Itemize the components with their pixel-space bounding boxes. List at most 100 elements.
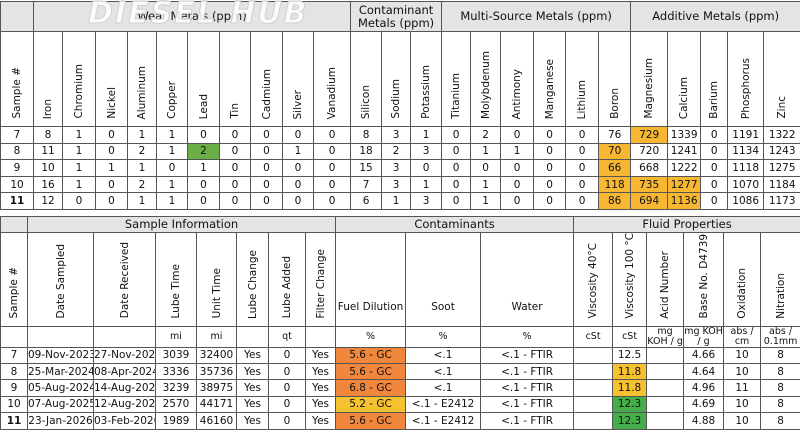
value-cell: 1 bbox=[471, 176, 501, 193]
value-cell: Yes bbox=[237, 363, 269, 379]
value-cell: Yes bbox=[237, 413, 269, 429]
value-cell: 0 bbox=[269, 413, 306, 429]
value-cell: 0 bbox=[96, 127, 128, 144]
value-cell: 8 bbox=[34, 127, 63, 144]
value-cell: 23-Jan-2026 bbox=[28, 413, 94, 429]
value-cell: Yes bbox=[237, 396, 269, 412]
value-cell: 2 bbox=[382, 143, 411, 160]
value-cell: 1339 bbox=[668, 127, 701, 144]
column-label: Sample # bbox=[8, 267, 20, 319]
value-cell: <.1 bbox=[406, 347, 481, 363]
column-header: Lube Time bbox=[156, 233, 197, 327]
value-cell: 10 bbox=[724, 363, 761, 379]
group-header bbox=[1, 2, 34, 32]
value-cell: 10 bbox=[724, 413, 761, 429]
value-cell: 0 bbox=[314, 176, 351, 193]
value-cell: 3039 bbox=[156, 347, 197, 363]
value-cell: 0 bbox=[251, 160, 283, 177]
column-label: Potassium bbox=[420, 65, 432, 119]
sample-cell: 9 bbox=[1, 380, 28, 396]
value-cell bbox=[647, 363, 684, 379]
value-cell: 0 bbox=[96, 176, 128, 193]
sample-cell: 9 bbox=[1, 160, 34, 177]
value-cell: Yes bbox=[306, 347, 336, 363]
value-cell: 0 bbox=[701, 160, 728, 177]
value-cell: 3 bbox=[382, 160, 411, 177]
sample-cell: 8 bbox=[1, 363, 28, 379]
column-header: Manganese bbox=[534, 32, 566, 127]
unit-cell: abs / 0.1mm bbox=[761, 326, 800, 347]
value-cell: 46160 bbox=[197, 413, 237, 429]
value-cell: 12-Aug-2025 bbox=[94, 396, 156, 412]
value-cell: 0 bbox=[534, 160, 566, 177]
value-cell: 0 bbox=[501, 127, 534, 144]
value-cell: 0 bbox=[534, 193, 566, 210]
value-cell bbox=[574, 363, 613, 379]
column-label: Base No. D4739 bbox=[698, 234, 710, 318]
value-cell: 720 bbox=[631, 143, 668, 160]
value-cell: 11.8 bbox=[613, 363, 647, 379]
value-cell: 27-Nov-2023 bbox=[94, 347, 156, 363]
column-header: Cadmium bbox=[251, 32, 283, 127]
value-cell: 08-Apr-2024 bbox=[94, 363, 156, 379]
column-label: Date Sampled bbox=[55, 244, 67, 318]
column-label: Viscosity 100 °C bbox=[624, 233, 636, 319]
column-label: Oxidation bbox=[736, 268, 748, 319]
column-header: Lithium bbox=[566, 32, 599, 127]
value-cell: 0 bbox=[314, 127, 351, 144]
value-cell: 2 bbox=[471, 127, 501, 144]
column-header: Aluminum bbox=[128, 32, 157, 127]
value-cell: 2 bbox=[188, 143, 220, 160]
value-cell: 0 bbox=[251, 176, 283, 193]
value-cell: 1 bbox=[501, 143, 534, 160]
value-cell: 15 bbox=[351, 160, 382, 177]
column-label: Iron bbox=[42, 99, 54, 119]
value-cell: 1118 bbox=[728, 160, 764, 177]
column-label: Silicon bbox=[360, 85, 372, 119]
value-cell: 0 bbox=[269, 380, 306, 396]
value-cell: 3 bbox=[411, 193, 442, 210]
value-cell: 0 bbox=[442, 160, 471, 177]
value-cell: 0 bbox=[566, 160, 599, 177]
group-header: Multi-Source Metals (ppm) bbox=[442, 2, 631, 32]
column-label: Lube Added bbox=[281, 256, 293, 318]
value-cell: 0 bbox=[442, 193, 471, 210]
sample-cell: 7 bbox=[1, 347, 28, 363]
column-label: Calcium bbox=[678, 77, 690, 119]
value-cell: 1243 bbox=[764, 143, 800, 160]
value-cell: 4.66 bbox=[684, 347, 724, 363]
unit-cell bbox=[237, 326, 269, 347]
value-cell: 4.96 bbox=[684, 380, 724, 396]
column-header: Tin bbox=[220, 32, 251, 127]
value-cell: 10 bbox=[724, 347, 761, 363]
value-cell: <.1 bbox=[406, 380, 481, 396]
column-label: Date Received bbox=[119, 242, 131, 318]
group-header: Contaminants bbox=[336, 217, 574, 233]
value-cell: 10 bbox=[724, 396, 761, 412]
value-cell: 0 bbox=[283, 160, 314, 177]
value-cell: 0 bbox=[157, 160, 188, 177]
value-cell: 1086 bbox=[728, 193, 764, 210]
column-header: Titanium bbox=[442, 32, 471, 127]
group-header: Sample Information bbox=[28, 217, 336, 233]
value-cell: 0 bbox=[566, 176, 599, 193]
value-cell bbox=[574, 380, 613, 396]
value-cell: 0 bbox=[314, 193, 351, 210]
column-label: Boron bbox=[609, 88, 621, 119]
value-cell: <.1 - FTIR bbox=[481, 363, 574, 379]
column-header: Lube Change bbox=[237, 233, 269, 327]
column-header: Acid Number bbox=[647, 233, 684, 327]
value-cell: 1 bbox=[471, 193, 501, 210]
column-header: Iron bbox=[34, 32, 63, 127]
value-cell: 1191 bbox=[728, 127, 764, 144]
value-cell: 118 bbox=[599, 176, 631, 193]
value-cell: 8 bbox=[351, 127, 382, 144]
value-cell: 1 bbox=[128, 160, 157, 177]
value-cell: 12 bbox=[34, 193, 63, 210]
